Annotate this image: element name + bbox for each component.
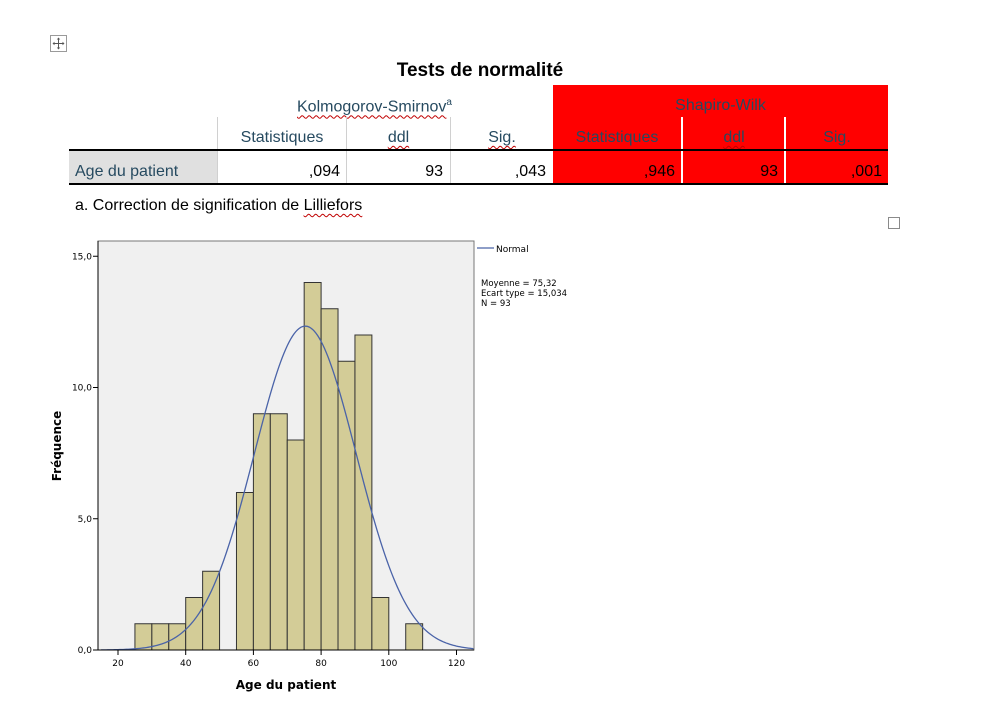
x-tick-label: 60 (248, 659, 260, 669)
y-tick-label: 15,0 (72, 252, 92, 262)
footnote-lilliefors: Lilliefors (303, 197, 363, 214)
ks-ddl: 93 (425, 163, 443, 180)
corner-marker (888, 217, 900, 229)
col-sw-ddl-text: ddl (723, 129, 745, 146)
col-divider (450, 151, 451, 184)
col-header-sw-stat: Statistiques (575, 129, 659, 146)
col-header-ks-sig: Sig. (451, 129, 553, 147)
sw-ddl: 93 (760, 163, 778, 180)
stats-mean: Moyenne = 75,32 (481, 279, 557, 289)
y-axis-label: Fréquence (50, 411, 64, 482)
sw-sig: ,001 (850, 163, 882, 180)
col-header-sw-ddl: ddl (683, 129, 785, 147)
col-divider (346, 117, 347, 150)
histogram-bar (354, 334, 373, 651)
stats-n: N = 93 (481, 299, 511, 309)
group-header-sw: Shapiro-Wilk (675, 97, 766, 114)
table-move-handle[interactable] (50, 35, 67, 52)
header-rule (69, 149, 888, 151)
footnote-prefix: a. Correction de signification de (75, 197, 304, 214)
group-ks-text: Kolmogorov-Smirnov (297, 98, 447, 116)
col-header-ks-ddl: ddl (347, 129, 450, 147)
bars-group (134, 282, 424, 651)
y-tick-label: 5,0 (78, 515, 93, 525)
histogram-bar (286, 439, 305, 651)
col-ks-sig-text: Sig. (488, 129, 516, 146)
table-title: Tests de normalité (396, 60, 564, 81)
x-axis-label: Age du patient (236, 678, 337, 692)
x-tick-label: 120 (448, 659, 465, 669)
histogram-bar (185, 597, 204, 651)
col-header-ks-stat: Statistiques (240, 129, 324, 146)
col-ks-ddl-text: ddl (387, 129, 410, 146)
ks-statistic: ,094 (308, 163, 340, 180)
y-tick-label: 0,0 (78, 646, 93, 656)
footnote-marker: a (446, 97, 452, 108)
group-header-ks: Kolmogorov-Smirnova (297, 97, 452, 116)
histogram-bar (235, 492, 254, 651)
x-tick-label: 40 (180, 659, 192, 669)
y-ticks-group: 0,0 5,0 10,0 15,0 (72, 252, 98, 656)
stats-sd: Ecart type = 15,034 (481, 289, 567, 299)
histogram-bar (405, 623, 424, 651)
legend-normal: Normal (496, 245, 529, 255)
x-tick-label: 100 (380, 659, 397, 669)
col-header-sw-sig: Sig. (823, 129, 851, 146)
x-ticks-group: 20 40 60 80 100 120 (112, 650, 465, 669)
row-header-background (69, 150, 218, 183)
col-divider (346, 151, 347, 184)
sw-statistic: ,946 (643, 163, 675, 180)
bottom-rule (69, 183, 888, 185)
histogram-bar (134, 623, 153, 651)
y-tick-label: 10,0 (72, 384, 92, 394)
row-label: Age du patient (75, 163, 179, 180)
table-footnote: a. Correction de signification de Lillie… (75, 197, 362, 215)
histogram-bar (371, 597, 390, 651)
x-tick-label: 20 (112, 659, 124, 669)
ks-sig: ,043 (514, 163, 546, 180)
shapiro-wilk-highlight (553, 85, 888, 184)
histogram-bar (269, 413, 288, 651)
col-divider (450, 117, 451, 150)
histogram-bar (337, 360, 356, 651)
normal-curve (101, 325, 474, 651)
move-icon (52, 37, 65, 50)
x-tick-label: 80 (315, 659, 327, 669)
histogram-bar (202, 570, 221, 651)
